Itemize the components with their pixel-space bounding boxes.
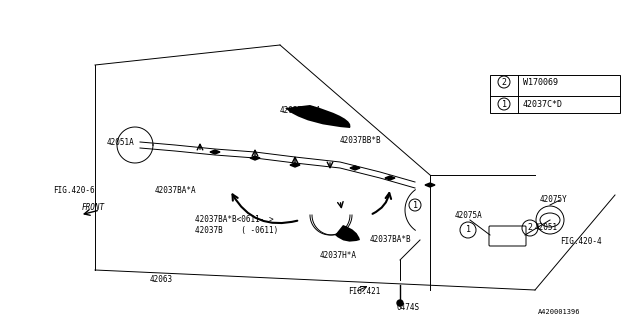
Polygon shape bbox=[385, 176, 395, 180]
Text: 42037BB*B: 42037BB*B bbox=[340, 135, 381, 145]
Text: FIG.420-6: FIG.420-6 bbox=[53, 186, 95, 195]
Text: 42037B    ( -0611): 42037B ( -0611) bbox=[195, 226, 278, 235]
Text: 42037BA*B<0611- >: 42037BA*B<0611- > bbox=[195, 215, 274, 225]
Text: A420001396: A420001396 bbox=[538, 309, 580, 315]
Polygon shape bbox=[210, 150, 220, 154]
Text: 42037BB*A: 42037BB*A bbox=[280, 106, 322, 115]
Polygon shape bbox=[250, 156, 260, 160]
Text: 42075A: 42075A bbox=[455, 211, 483, 220]
Text: 42051A: 42051A bbox=[107, 138, 135, 147]
Text: FIG.420-4: FIG.420-4 bbox=[560, 237, 602, 246]
Text: 42063: 42063 bbox=[150, 276, 173, 284]
Text: 42037BA*B: 42037BA*B bbox=[370, 236, 412, 244]
Text: FRONT: FRONT bbox=[82, 203, 105, 212]
Circle shape bbox=[397, 300, 403, 306]
PathPatch shape bbox=[285, 105, 351, 128]
Text: 42051: 42051 bbox=[535, 223, 558, 233]
Text: 1: 1 bbox=[413, 201, 417, 210]
Text: 42037C*D: 42037C*D bbox=[523, 100, 563, 108]
Polygon shape bbox=[350, 166, 360, 170]
Text: 1: 1 bbox=[502, 100, 506, 108]
PathPatch shape bbox=[335, 225, 360, 242]
Text: 2: 2 bbox=[502, 77, 506, 86]
Text: 2: 2 bbox=[527, 223, 532, 233]
Text: 42075Y: 42075Y bbox=[540, 196, 568, 204]
Polygon shape bbox=[425, 183, 435, 187]
Text: W170069: W170069 bbox=[523, 77, 558, 86]
Text: 1: 1 bbox=[465, 226, 470, 235]
Bar bbox=[490, 75, 620, 113]
Text: 0474S: 0474S bbox=[396, 303, 419, 313]
Text: 42037BA*A: 42037BA*A bbox=[155, 186, 196, 195]
Text: FIG.421: FIG.421 bbox=[348, 287, 380, 297]
Polygon shape bbox=[290, 163, 300, 167]
Text: 42037H*A: 42037H*A bbox=[320, 251, 357, 260]
